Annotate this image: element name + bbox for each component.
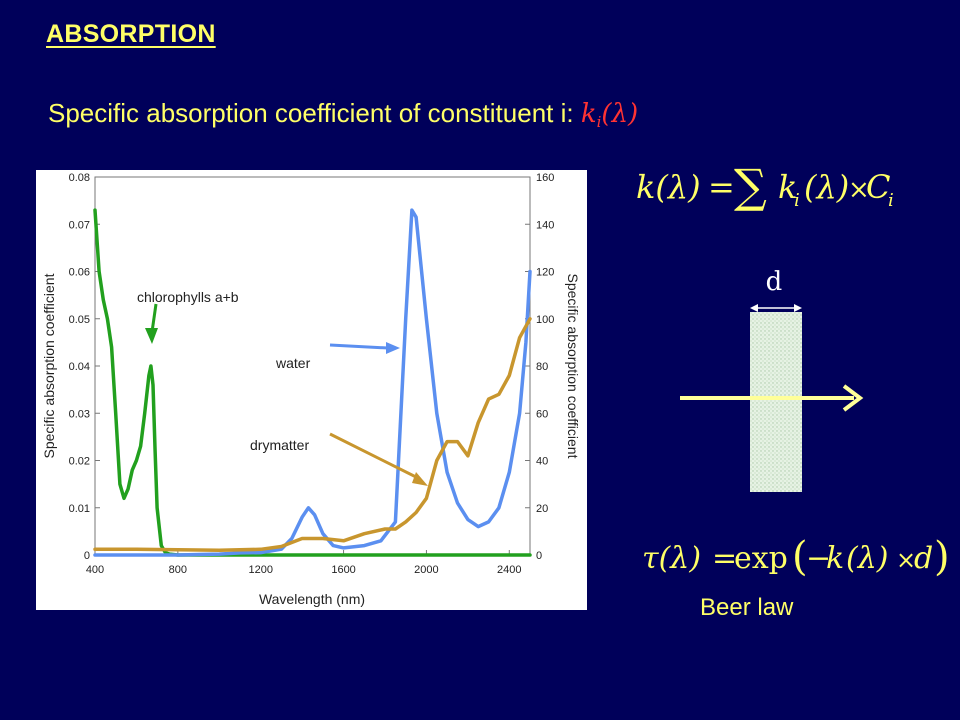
y-tick-label-left: 0.02 <box>69 456 90 468</box>
x-ticks: 400 800 1200 1600 2000 2400 <box>86 550 522 576</box>
chart-background <box>36 170 587 610</box>
light-ray-arrowhead <box>842 384 864 412</box>
formula-sum: k(λ) = ∑ k i (λ) × C i <box>636 159 894 213</box>
x-tick-label: 1200 <box>248 564 272 576</box>
subtitle-prefix: Specific absorption coefficient of const… <box>48 98 574 128</box>
absorption-chart: 0 0.01 0.02 0.03 0.04 0.05 0.06 0.07 0.08 0 20 40 6… <box>36 170 587 610</box>
y-tick-label-right: 120 <box>536 267 554 279</box>
x-axis-label: Wavelength (nm) <box>259 591 365 607</box>
y-tick-label-right: 80 <box>536 361 548 373</box>
annotation-water-arrow <box>329 343 389 350</box>
y-tick-label-left: 0.03 <box>69 408 90 420</box>
formula2-minus: − <box>806 541 831 576</box>
subtitle-arg: (λ) <box>601 99 639 129</box>
formula2-open: ( <box>792 534 808 580</box>
x-tick-label: 1600 <box>331 564 355 576</box>
formula1-lambda: (λ) <box>804 168 849 206</box>
y-ticks-right: 0 20 40 60 80 100 120 140 160 <box>525 172 554 562</box>
y-tick-label-right: 100 <box>536 314 554 326</box>
y-tick-label-left: 0.06 <box>69 267 90 279</box>
formula2-close: ) <box>934 534 950 580</box>
y-tick-label-left: 0.04 <box>69 361 90 373</box>
series-drymatter <box>93 317 532 553</box>
beer-law-label: Beer law <box>700 594 794 621</box>
thickness-label: d <box>766 267 783 297</box>
annotation-drymatter: drymatter <box>250 437 309 453</box>
y-tick-label-left: 0.05 <box>69 314 90 326</box>
formula1-k-sub: i <box>794 190 800 211</box>
formula1-sum: ∑ <box>734 159 767 213</box>
y-tick-label-left: 0.07 <box>69 219 90 231</box>
subtitle-symbol: ki(λ) <box>580 99 639 131</box>
annotation-drymatter-arrow <box>329 432 421 481</box>
y-tick-label-right: 0 <box>536 550 542 562</box>
y-tick-label-right: 140 <box>536 219 554 231</box>
y-axis-label-right: Specific absorption coefficient <box>565 274 581 459</box>
thickness-arrowhead-left <box>750 304 758 312</box>
medium-slab <box>750 312 802 492</box>
x-tick-label: 800 <box>169 564 187 576</box>
y-tick-label-right: 20 <box>536 503 548 515</box>
formula1-C: C <box>866 168 890 206</box>
formula2-exp: exp <box>734 541 788 576</box>
thickness-arrowhead-right <box>794 304 802 312</box>
annotation-drymatter-arrowhead <box>412 472 428 486</box>
formula1-equals: = <box>708 168 735 206</box>
formula1-k: k <box>778 168 797 206</box>
annotation-water: water <box>275 355 311 371</box>
formula2-lhs: τ(λ) <box>642 541 701 576</box>
formula2-d: d <box>914 541 933 576</box>
formula1-C-sub: i <box>888 190 894 211</box>
y-tick-label-left: 0.08 <box>69 172 90 184</box>
series-lines <box>93 208 532 557</box>
y-tick-label-right: 60 <box>536 408 548 420</box>
slide-subtitle: Specific absorption coefficient of const… <box>48 98 638 131</box>
y-tick-label-right: 160 <box>536 172 554 184</box>
series-water <box>93 208 532 557</box>
subtitle-sub: i <box>596 113 602 131</box>
annotation-chlorophyll-arrowhead <box>145 328 158 344</box>
x-tick-label: 400 <box>86 564 104 576</box>
beer-law-diagram: k(λ) = ∑ k i (λ) × C i d τ(λ) = exp ( − … <box>636 159 950 580</box>
annotation-chlorophyll-arrow <box>150 303 158 333</box>
slide-heading: ABSORPTION <box>46 20 216 48</box>
formula2-equals: = <box>712 541 737 576</box>
y-axis-label-left: Specific absorption coefficient <box>41 273 57 458</box>
subtitle-k: k <box>580 99 597 129</box>
formula2-lambda: (λ) <box>846 541 888 576</box>
annotation-chlorophyll: chlorophylls a+b <box>137 289 239 305</box>
formula2-k: k <box>826 541 844 576</box>
x-tick-label: 2000 <box>414 564 438 576</box>
y-tick-label-left: 0 <box>84 550 90 562</box>
annotation-water-arrowhead <box>386 342 400 354</box>
y-ticks-left: 0 0.01 0.02 0.03 0.04 0.05 0.06 0.07 0.08 <box>69 172 100 562</box>
formula2-times: × <box>896 546 916 574</box>
formula1-times: × <box>848 175 870 205</box>
formula1-lhs: k(λ) <box>636 168 701 206</box>
y-tick-label-right: 40 <box>536 456 548 468</box>
y-tick-label-left: 0.01 <box>69 503 90 515</box>
formula-beer: τ(λ) = exp ( − k (λ) × d ) <box>642 534 950 580</box>
x-tick-label: 2400 <box>497 564 521 576</box>
